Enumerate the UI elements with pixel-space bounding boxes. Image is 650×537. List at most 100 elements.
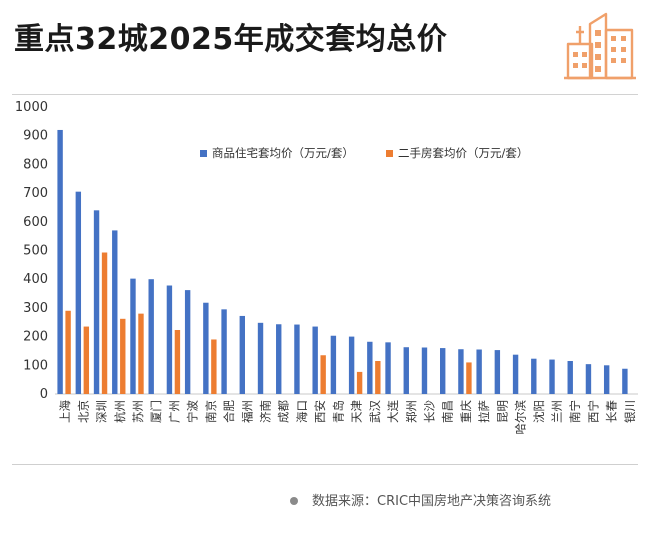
bar-second-hand [83, 326, 90, 394]
series-new-homes [57, 129, 628, 394]
x-tick-label: 海口 [295, 400, 309, 423]
x-tick-label: 北京 [76, 400, 90, 423]
x-tick-label: 西安 [313, 400, 327, 423]
x-tick-label: 天津 [350, 400, 364, 423]
legend: 商品住宅套均价（万元/套） 二手房套均价（万元/套） [200, 146, 528, 160]
y-tick-label: 900 [23, 129, 48, 144]
x-tick-label: 西宁 [586, 400, 600, 423]
bullet-icon [290, 496, 298, 505]
legend-swatch-second-hand [386, 150, 393, 157]
x-tick-label: 银川 [623, 400, 637, 423]
bar-new-homes [93, 210, 100, 394]
bar-new-homes [585, 364, 592, 394]
bar-new-homes [403, 347, 409, 394]
bar-new-homes [312, 326, 318, 394]
bar-new-homes [476, 349, 482, 394]
y-tick-label: 700 [23, 186, 48, 201]
bar-new-homes [221, 309, 227, 394]
x-tick-label: 青岛 [331, 400, 345, 423]
bar-new-homes [494, 350, 501, 394]
bar-new-homes [257, 322, 264, 394]
y-axis: 0 100 200 300 400 500 600 700 800 900 1000 [15, 100, 48, 402]
bar-new-homes [603, 365, 610, 394]
source-text: 数据来源：CRIC中国房地产决策咨询系统 [312, 494, 552, 509]
legend-swatch-new-homes [200, 150, 207, 157]
bar-new-homes [549, 359, 555, 394]
x-tick-label: 长春 [605, 400, 619, 423]
bar-new-homes [458, 349, 464, 394]
bar-new-homes [622, 368, 628, 394]
bar-new-homes [385, 342, 391, 394]
x-tick-label: 杭州 [113, 400, 127, 423]
y-tick-label: 800 [23, 157, 48, 172]
x-tick-label: 沈阳 [532, 400, 546, 423]
legend-label-new-homes: 商品住宅套均价（万元/套） [212, 146, 354, 160]
page-title: 重点32城2025年成交套均总价 [14, 22, 448, 57]
x-tick-label: 拉萨 [477, 400, 491, 423]
y-tick-label: 300 [23, 301, 48, 316]
x-tick-label: 厦门 [149, 400, 163, 423]
x-tick-label: 南宁 [568, 400, 582, 423]
x-tick-label: 福州 [240, 400, 254, 423]
bar-chart: 0 100 200 300 400 500 600 700 800 900 1000 上海 北京 深圳杭… [15, 100, 638, 435]
bar-new-homes [166, 285, 173, 394]
x-tick-label: 武汉 [368, 400, 382, 423]
x-tick-label: 大连 [386, 400, 400, 423]
y-tick-label: 600 [23, 215, 48, 230]
bar-new-homes [75, 191, 82, 394]
x-tick-label: 长沙 [422, 400, 436, 423]
x-tick-label: 苏州 [131, 400, 145, 423]
header-divider [12, 94, 638, 95]
bar-second-hand [466, 362, 472, 394]
bar-new-homes [239, 315, 245, 394]
footer-divider [12, 464, 638, 465]
x-tick-label: 广州 [167, 400, 181, 423]
y-tick-label: 200 [23, 330, 48, 345]
x-tick-label: 宁波 [186, 400, 200, 423]
bar-new-homes [57, 129, 63, 394]
source-note: 数据来源：CRIC中国房地产决策咨询系统 [290, 490, 551, 509]
x-tick-label: 上海 [58, 400, 72, 423]
x-tick-label: 成都 [277, 400, 291, 423]
bar-new-homes [112, 230, 118, 394]
bar-second-hand [174, 330, 181, 394]
bar-new-homes [294, 324, 300, 394]
y-tick-label: 100 [23, 358, 48, 373]
x-tick-label: 重庆 [459, 400, 473, 423]
bar-second-hand [211, 339, 217, 394]
bar-new-homes [421, 347, 428, 394]
bar-new-homes [567, 361, 573, 394]
series-second-hand [65, 252, 472, 394]
bar-second-hand [375, 361, 381, 394]
bar-second-hand [65, 310, 71, 394]
x-tick-label: 合肥 [222, 400, 236, 423]
bar-second-hand [320, 355, 326, 394]
bar-new-homes [130, 278, 136, 394]
bar-new-homes [440, 348, 446, 394]
bar-new-homes [512, 354, 519, 394]
x-tick-label: 郑州 [404, 400, 418, 423]
bar-new-homes [148, 279, 154, 394]
x-tick-label: 南京 [204, 400, 218, 423]
x-axis: 上海 北京 深圳 杭州 苏州 厦门 广州 宁波 南京 合肥 福州 济南 成都 海口 西安 青岛 天津 武汉 大连 郑州… [58, 400, 637, 435]
bar-new-homes [330, 335, 337, 394]
x-tick-label: 南昌 [441, 400, 455, 423]
bar-second-hand [138, 313, 144, 394]
x-tick-label: 哈尔滨 [514, 400, 528, 435]
bar-second-hand [356, 371, 363, 394]
legend-label-second-hand: 二手房套均价（万元/套） [398, 146, 528, 160]
x-tick-label: 深圳 [95, 400, 109, 423]
bar-new-homes [184, 290, 191, 394]
x-tick-label: 济南 [259, 400, 273, 423]
y-tick-label: 0 [40, 387, 48, 402]
bar-second-hand [120, 318, 126, 394]
building-icon [564, 12, 636, 80]
x-tick-label: 兰州 [550, 400, 564, 423]
y-tick-label: 1000 [15, 100, 48, 115]
bar-new-homes [531, 358, 537, 394]
bar-new-homes [203, 302, 209, 394]
bar-new-homes [276, 324, 282, 394]
y-tick-label: 500 [23, 244, 48, 259]
bar-second-hand [101, 252, 108, 394]
bar-new-homes [367, 341, 373, 394]
